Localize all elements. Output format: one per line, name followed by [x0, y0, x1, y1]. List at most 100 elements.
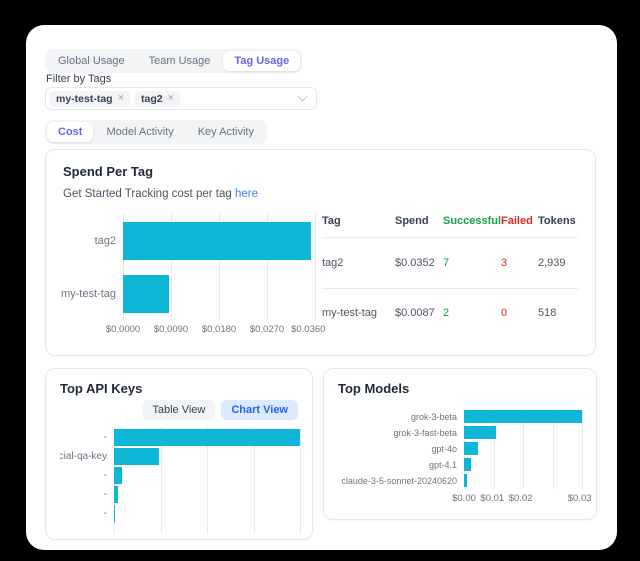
- spend-per-tag-chart: tag2 my-test-tag $0.0000 $0.0090 $0.0180 $0.0…: [60, 214, 326, 338]
- view-toggle: Table View Chart View: [60, 400, 298, 420]
- category-label: grok-3-fast-beta: [393, 427, 457, 438]
- bar: [464, 442, 479, 455]
- gridline: [219, 214, 220, 320]
- bar: [123, 222, 311, 260]
- col-spend: Spend: [395, 215, 429, 227]
- gridline: [300, 427, 301, 534]
- axis-tick-label: $0.0000: [105, 324, 141, 335]
- category-label: claude-3-5-sonnet-20240620: [341, 475, 457, 486]
- category-label: pecial-qa-key: [60, 451, 107, 462]
- axis-tick-label: $0.00: [452, 493, 476, 504]
- bar: [464, 410, 582, 423]
- bar: [464, 474, 468, 487]
- spend-table: Tag Spend Successful Failed Tokens tag2 …: [322, 214, 578, 338]
- top-api-keys-chart: - pecial-qa-key - - -: [60, 427, 301, 534]
- x-axis: $0.00 $0.01 $0.02 $0.03: [452, 493, 591, 507]
- col-successful: Successful: [443, 215, 502, 227]
- gridline: [493, 409, 495, 489]
- bar-track: [464, 426, 582, 439]
- gridline: [207, 427, 208, 534]
- tab-key-activity[interactable]: Key Activity: [197, 126, 254, 138]
- table-view-button[interactable]: Table View: [142, 400, 216, 420]
- axis-tick-label: $0.0360: [291, 324, 326, 335]
- x-axis: $0.0000 $0.0090 $0.0180 $0.0270 $0.0360: [106, 324, 326, 338]
- cell-tag: tag2: [322, 237, 395, 289]
- tab-tag-usage[interactable]: Tag Usage: [223, 51, 301, 71]
- table-header-row: Tag Spend Successful Failed Tokens: [322, 214, 578, 238]
- category-label: my-test-tag: [60, 288, 116, 300]
- tab-team-usage[interactable]: Team Usage: [148, 55, 211, 67]
- axis-tick-label: $0.0270: [249, 324, 285, 335]
- gridline: [582, 409, 583, 489]
- gridline: [523, 409, 524, 489]
- spend-per-tag-card: Spend Per Tag Get Started Tracking cost …: [45, 149, 596, 356]
- bar: [123, 275, 170, 313]
- top-api-keys-card: Top API Keys Table View Chart View - peci…: [45, 368, 313, 540]
- gridline: [253, 427, 255, 534]
- cell-failed: 3: [501, 237, 538, 289]
- cell-successful: 7: [443, 237, 501, 289]
- table-row: my-test-tag $0.0087 2 0 518: [322, 287, 578, 338]
- cell-spend: $0.0352: [395, 237, 443, 289]
- gridline: [160, 427, 162, 534]
- category-label: -: [103, 489, 107, 500]
- tab-model-activity[interactable]: Model Activity: [106, 126, 174, 138]
- bar-track: [114, 486, 300, 503]
- axis-tick-label: $0.01: [480, 493, 505, 504]
- remove-tag-icon[interactable]: ×: [117, 92, 125, 104]
- col-failed: Failed: [501, 215, 533, 227]
- col-tag: Tag: [322, 215, 341, 227]
- tab-global-usage[interactable]: Global Usage: [58, 55, 125, 67]
- tag-pill-label: my-test-tag: [56, 92, 113, 105]
- bar: [114, 448, 159, 465]
- gridline: [267, 214, 268, 320]
- bar-track: [114, 448, 300, 465]
- tag-pill-tag2: tag2 ×: [135, 90, 181, 107]
- axis-tick-label: $0.0180: [201, 324, 237, 335]
- table-row: tag2 $0.0352 7 3 2,939: [322, 237, 578, 289]
- chart-view-button[interactable]: Chart View: [221, 400, 298, 420]
- bar-track: [464, 410, 582, 423]
- view-tabs: Cost Model Activity Key Activity: [45, 120, 267, 144]
- category-label: tag2: [94, 235, 116, 247]
- usage-tabs: Global Usage Team Usage Tag Usage: [45, 49, 303, 73]
- gridline: [123, 214, 124, 320]
- bar-track: [114, 429, 300, 446]
- cell-spend: $0.0087: [395, 287, 443, 338]
- remove-tag-icon[interactable]: ×: [167, 92, 175, 104]
- cell-failed: 0: [501, 287, 538, 338]
- gridline: [315, 214, 316, 320]
- bar: [114, 486, 118, 503]
- gridline: [171, 214, 172, 320]
- chevron-down-icon[interactable]: [297, 91, 308, 102]
- tag-pill-label: tag2: [141, 92, 163, 105]
- axis-tick-label: $0.03: [567, 493, 592, 504]
- bar: [464, 458, 471, 471]
- bar-track: [123, 275, 315, 313]
- category-label: gpt-4.1: [428, 459, 457, 470]
- spend-card-subtitle: Get Started Tracking cost per tag here: [63, 188, 578, 200]
- cell-successful: 2: [443, 287, 501, 338]
- bar: [114, 467, 123, 484]
- tab-cost[interactable]: Cost: [47, 122, 94, 142]
- gridline: [552, 409, 554, 489]
- bar-track: [464, 442, 582, 455]
- filter-by-tags-label: Filter by Tags: [46, 73, 112, 85]
- tag-pill-my-test-tag: my-test-tag ×: [50, 90, 131, 107]
- top-models-card: Top Models grok-3-beta grok-3-fast-beta gp…: [323, 368, 597, 520]
- bar: [114, 429, 300, 446]
- cell-tokens: 518: [538, 287, 578, 338]
- col-tokens: Tokens: [538, 215, 576, 227]
- here-link[interactable]: here: [234, 188, 258, 200]
- axis-tick-label: $0.02: [508, 493, 533, 504]
- cell-tag: my-test-tag: [322, 287, 395, 338]
- axis-tick-label: $0.0090: [153, 324, 189, 335]
- bar-track: [114, 467, 300, 484]
- category-label: grok-3-beta: [410, 411, 457, 422]
- category-label: -: [103, 432, 107, 443]
- cell-tokens: 2,939: [538, 237, 578, 289]
- tags-select[interactable]: my-test-tag × tag2 ×: [45, 87, 317, 110]
- top-models-chart: grok-3-beta grok-3-fast-beta gpt-4o gpt-4.1…: [338, 409, 592, 507]
- bar-track: [464, 474, 582, 487]
